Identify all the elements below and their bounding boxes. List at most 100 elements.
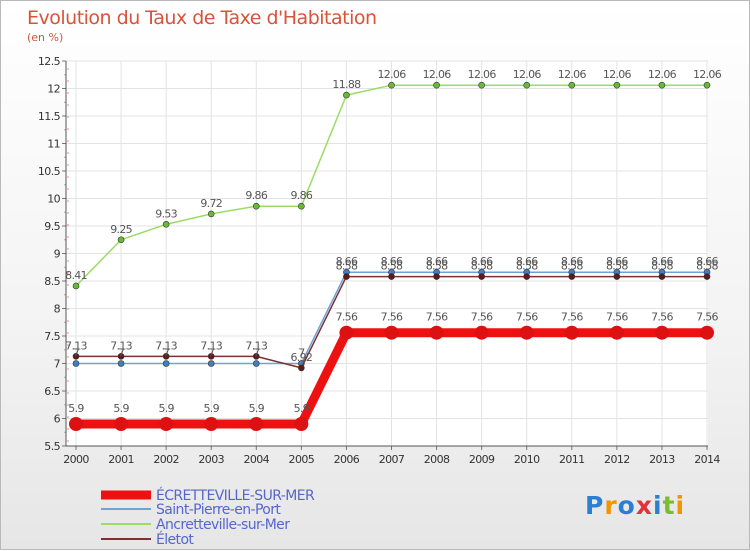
data-label: 8.66: [696, 255, 718, 268]
chart-title: Evolution du Taux de Taxe d'Habitation: [27, 7, 377, 29]
data-label: 11.88: [332, 78, 361, 91]
data-label: 8.58: [516, 260, 538, 273]
x-tick-label: 2013: [649, 453, 675, 466]
x-tick-label: 2001: [108, 453, 134, 466]
x-tick-label: 2010: [514, 453, 540, 466]
data-label: 7.56: [516, 311, 538, 324]
logo-letter: P: [585, 491, 605, 520]
data-label: 7.56: [426, 311, 448, 324]
y-tick-label: 7.5: [44, 330, 60, 343]
data-point: [298, 202, 305, 210]
data-point: [249, 417, 264, 431]
data-label: 8.58: [471, 260, 493, 273]
y-tick-label: 9.5: [44, 220, 60, 233]
y-tick-label: 10: [47, 193, 60, 206]
y-tick-label: 10.5: [38, 165, 61, 178]
data-label: 9.72: [200, 197, 222, 210]
series-2: [72, 81, 711, 290]
data-point: [114, 417, 129, 431]
y-tick-label: 12: [47, 83, 60, 96]
x-tick-label: 2005: [289, 453, 315, 466]
x-tick-label: 2000: [63, 453, 89, 466]
data-label: 5.9: [204, 402, 220, 415]
data-label: 8.58: [336, 260, 358, 273]
data-point: [69, 417, 83, 431]
data-point: [117, 353, 125, 360]
data-label: 12.06: [603, 68, 632, 81]
data-label: 7.13: [200, 339, 222, 352]
data-point: [117, 236, 125, 244]
data-label: 7.13: [245, 339, 267, 352]
data-point: [207, 353, 215, 360]
data-label: 8.66: [471, 255, 493, 268]
data-label: 8.58: [381, 260, 403, 273]
series-0: [69, 325, 714, 431]
x-tick-label: 2011: [559, 453, 585, 466]
data-label: 8.58: [606, 260, 628, 273]
logo-letter: i: [653, 491, 663, 520]
data-point: [162, 360, 170, 367]
data-label: 7.56: [651, 311, 673, 324]
x-tick-label: 2004: [243, 453, 269, 466]
data-point: [519, 325, 534, 340]
x-tick-label: 2012: [604, 453, 630, 466]
data-label: 7.13: [155, 339, 177, 352]
data-label: 12.06: [468, 68, 497, 81]
data-label: 7: [118, 347, 125, 360]
series-3: [72, 273, 711, 372]
data-point: [162, 353, 170, 360]
logo-letter: x: [635, 491, 653, 520]
data-label: 7.56: [471, 311, 493, 324]
data-point: [117, 360, 125, 367]
data-point: [478, 273, 485, 280]
y-tick-label: 6: [54, 413, 61, 426]
y-tick-label: 7: [54, 358, 61, 371]
data-label: 7.13: [110, 339, 132, 352]
logo-letter: i: [675, 491, 686, 520]
data-point: [298, 364, 305, 372]
legend-label: ÉCRETTEVILLE-SUR-MER: [156, 487, 315, 504]
data-point: [703, 81, 711, 89]
data-point: [474, 325, 489, 340]
legend-label: Saint-Pierre-en-Port: [156, 502, 281, 518]
x-tick-label: 2008: [424, 453, 450, 466]
data-point: [700, 325, 714, 340]
data-point: [658, 81, 666, 89]
data-label: 7.13: [65, 339, 87, 352]
data-label: 12.06: [693, 68, 722, 81]
data-label: 7.56: [696, 311, 718, 324]
data-label: 9.86: [291, 189, 313, 202]
data-point: [252, 360, 260, 367]
data-label: 7: [298, 347, 305, 360]
unit-label: (en %): [27, 31, 64, 44]
data-point: [207, 360, 215, 367]
data-label: 5.9: [68, 402, 84, 415]
data-label: 9.53: [155, 207, 177, 220]
data-point: [343, 273, 350, 280]
data-point: [72, 282, 80, 290]
data-label: 7.56: [336, 311, 358, 324]
data-label: 7: [163, 347, 170, 360]
data-label: 8.58: [696, 260, 718, 273]
x-tick-label: 2014: [694, 453, 720, 466]
y-tick-label: 6.5: [44, 385, 60, 398]
data-label: 7: [73, 347, 80, 360]
data-point: [384, 325, 399, 340]
x-tick-label: 2007: [379, 453, 405, 466]
data-point: [159, 417, 174, 431]
data-point: [294, 417, 309, 431]
data-label: 12.06: [423, 68, 452, 81]
data-point: [343, 91, 350, 99]
data-point: [433, 273, 440, 280]
data-point: [564, 325, 579, 340]
legend-label: Ancretteville-sur-Mer: [156, 517, 290, 533]
data-point: [252, 202, 260, 210]
data-point: [388, 81, 395, 89]
data-point: [162, 221, 170, 228]
data-label: 6.92: [291, 351, 313, 364]
y-tick-label: 8: [54, 303, 61, 316]
x-tick-label: 2009: [469, 453, 495, 466]
data-point: [252, 353, 260, 360]
data-label: 7.56: [381, 311, 403, 324]
